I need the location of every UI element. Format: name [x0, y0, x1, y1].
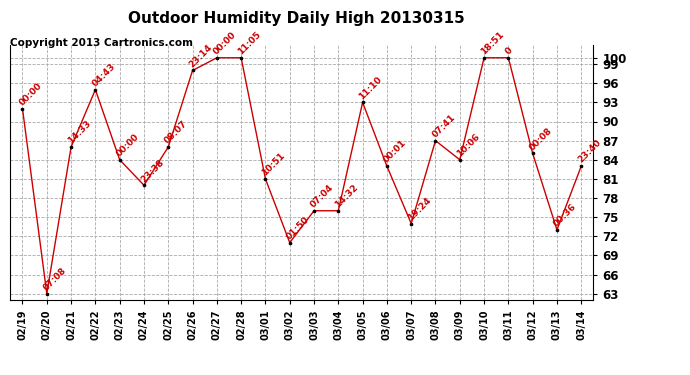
Text: 0: 0 — [503, 46, 514, 57]
Text: 00:00: 00:00 — [115, 132, 141, 159]
Text: 04:43: 04:43 — [90, 62, 117, 88]
Point — [333, 208, 344, 214]
Point — [479, 55, 490, 61]
Point — [575, 163, 586, 169]
Text: 14:33: 14:33 — [66, 119, 92, 146]
Text: 18:51: 18:51 — [479, 30, 506, 57]
Point — [430, 138, 441, 144]
Point — [357, 99, 368, 105]
Point — [284, 240, 295, 246]
Point — [551, 227, 562, 233]
Text: 0  Humidity  (%): 0 Humidity (%) — [533, 31, 622, 40]
Point — [187, 68, 198, 74]
Text: 11:10: 11:10 — [357, 75, 384, 101]
Point — [382, 163, 393, 169]
Text: 19:24: 19:24 — [406, 195, 433, 222]
Text: 14:32: 14:32 — [333, 183, 360, 210]
Text: 00:00: 00:00 — [212, 30, 238, 57]
Point — [163, 144, 174, 150]
Text: 00:00: 00:00 — [17, 81, 43, 108]
Text: 23:14: 23:14 — [188, 42, 214, 69]
Text: 23:38: 23:38 — [139, 158, 166, 184]
Text: 00:08: 00:08 — [528, 126, 554, 152]
Point — [406, 220, 417, 226]
Text: 07:08: 07:08 — [41, 266, 68, 292]
Point — [503, 55, 514, 61]
Point — [527, 150, 538, 156]
Text: 00:01: 00:01 — [382, 138, 408, 165]
Text: 10:06: 10:06 — [455, 132, 481, 159]
Text: 10:51: 10:51 — [260, 151, 287, 178]
Text: 07:04: 07:04 — [309, 183, 335, 210]
Text: Copyright 2013 Cartronics.com: Copyright 2013 Cartronics.com — [10, 38, 193, 48]
Point — [235, 55, 246, 61]
Point — [114, 157, 125, 163]
Point — [260, 176, 271, 182]
Text: 00:36: 00:36 — [552, 202, 578, 229]
Text: Outdoor Humidity Daily High 20130315: Outdoor Humidity Daily High 20130315 — [128, 11, 465, 26]
Text: 07:41: 07:41 — [431, 112, 457, 140]
Point — [66, 144, 77, 150]
Point — [308, 208, 319, 214]
Point — [90, 87, 101, 93]
Text: 23:40: 23:40 — [576, 138, 602, 165]
Text: 08:07: 08:07 — [163, 119, 190, 146]
Point — [17, 106, 28, 112]
Text: 11:05: 11:05 — [236, 30, 262, 57]
Point — [41, 291, 52, 297]
Point — [139, 182, 150, 188]
Text: 01:50: 01:50 — [284, 215, 311, 242]
Point — [211, 55, 222, 61]
Point — [454, 157, 465, 163]
